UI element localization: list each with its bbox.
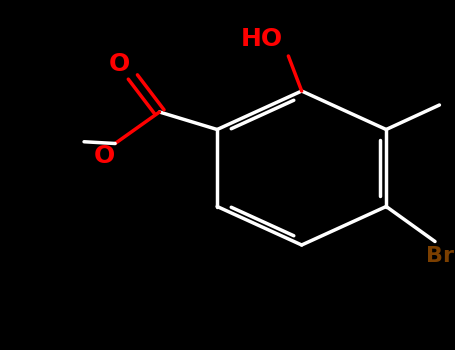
Text: O: O [109, 52, 130, 76]
Text: O: O [93, 144, 115, 168]
Text: Br: Br [426, 246, 455, 266]
Text: HO: HO [241, 27, 283, 51]
